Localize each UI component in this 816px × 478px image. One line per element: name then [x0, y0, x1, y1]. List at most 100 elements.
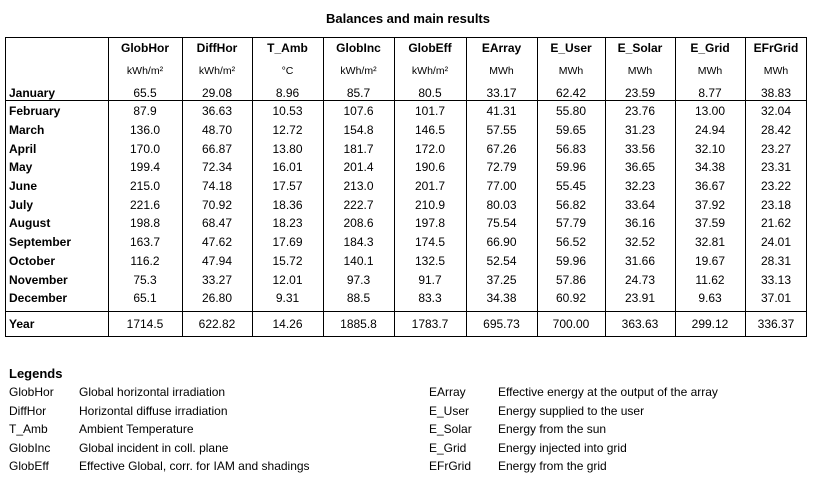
table-cell: 33.13: [760, 272, 792, 287]
row-label: September: [9, 235, 72, 250]
legends-title: Legends: [9, 366, 63, 381]
table-cell: 222.7: [343, 197, 374, 212]
table-cell: 170.0: [129, 141, 161, 156]
table-cell: 9.63: [698, 291, 722, 306]
table-cell: 23.31: [760, 160, 792, 175]
column-header: T_Amb: [267, 41, 308, 55]
table-cell: 85.7: [346, 85, 371, 100]
row-label: June: [9, 179, 38, 193]
total-cell: 299.12: [691, 317, 729, 331]
table-cell: 80.03: [486, 197, 517, 212]
row-label: May: [9, 160, 33, 175]
legend-abbr: EArray: [429, 385, 466, 399]
table-cell: 140.1: [343, 253, 374, 268]
table-cell: 83.3: [418, 291, 442, 306]
table-cell: 12.72: [272, 122, 303, 137]
column-unit: kWh/m²: [198, 65, 236, 77]
row-label: March: [9, 122, 45, 137]
legend-abbr: GlobInc: [9, 440, 51, 455]
legend-desc: Effective energy at the output of the ar…: [498, 385, 718, 399]
table-cell: 34.38: [486, 291, 517, 306]
table-cell: 8.96: [275, 85, 300, 100]
table-cell: 75.54: [486, 216, 517, 231]
table-cell: 33.17: [486, 85, 517, 100]
table-cell: 208.6: [343, 216, 374, 231]
total-cell: 695.73: [483, 317, 520, 331]
results-table: GlobHor kWh/m² DiffHor kWh/m² T_Amb °C GlobInc…: [5, 37, 807, 337]
total-cell: 1783.7: [411, 317, 449, 331]
column-header: EArray: [481, 41, 522, 55]
column-unit: MWh: [489, 65, 514, 77]
table-cell: 33.64: [624, 197, 656, 212]
table-cell: 181.7: [343, 141, 374, 156]
legend-abbr: GlobEff: [9, 459, 49, 473]
legend-abbr: E_Solar: [429, 422, 472, 436]
column-unit: °C: [281, 65, 294, 77]
table-cell: 55.80: [555, 104, 587, 119]
table-cell: 32.04: [760, 104, 792, 119]
table-cell: 88.5: [346, 291, 371, 306]
total-label: Year: [9, 317, 35, 331]
total-cell: 1714.5: [126, 317, 164, 331]
table-cell: 56.52: [555, 235, 587, 250]
table-cell: 41.31: [486, 104, 517, 119]
table-cell: 9.31: [275, 291, 300, 306]
table-cell: 37.59: [694, 216, 726, 231]
legend-desc: Global horizontal irradiation: [79, 385, 226, 399]
table-cell: 48.70: [201, 122, 233, 137]
table-cell: 201.7: [414, 179, 446, 193]
column-header: DiffHor: [196, 41, 238, 55]
table-cell: 72.34: [201, 160, 233, 175]
legend-abbr: E_Grid: [429, 440, 467, 455]
table-cell: 18.36: [272, 197, 303, 212]
table-cell: 37.92: [694, 197, 726, 212]
table-cell: 201.4: [343, 160, 374, 175]
column-divider: [745, 38, 746, 336]
table-cell: 97.3: [346, 272, 371, 287]
row-label: July: [9, 197, 34, 212]
table-cell: 23.76: [624, 104, 656, 119]
row-label: January: [9, 85, 56, 100]
table-cell: 21.62: [760, 216, 792, 231]
column-header: GlobEff: [408, 41, 452, 55]
table-cell: 70.92: [201, 197, 233, 212]
page-title: Balances and main results: [325, 11, 490, 26]
total-cell: 363.63: [621, 317, 659, 331]
legend-desc: Ambient Temperature: [79, 422, 194, 436]
table-cell: 24.01: [760, 235, 792, 250]
column-unit: kWh/m²: [411, 65, 449, 77]
table-cell: 199.4: [129, 160, 161, 175]
table-cell: 55.45: [555, 179, 587, 193]
table-cell: 17.57: [272, 179, 303, 193]
table-cell: 52.54: [486, 253, 517, 268]
column-unit: MWh: [627, 65, 653, 77]
column-unit: kWh/m²: [126, 65, 164, 77]
table-cell: 12.01: [272, 272, 303, 287]
table-cell: 215.0: [129, 179, 161, 193]
table-cell: 132.5: [414, 253, 446, 268]
table-cell: 60.92: [555, 291, 587, 306]
table-cell: 23.18: [760, 197, 792, 212]
table-cell: 32.81: [694, 235, 726, 250]
table-cell: 32.52: [624, 235, 656, 250]
table-cell: 80.5: [418, 85, 442, 100]
table-cell: 74.18: [201, 179, 233, 193]
table-cell: 28.42: [760, 122, 792, 137]
table-cell: 13.00: [694, 104, 726, 119]
column-divider: [323, 38, 324, 336]
table-cell: 32.23: [624, 179, 656, 193]
table-cell: 210.9: [414, 197, 446, 212]
total-cell: 622.82: [198, 317, 236, 331]
table-cell: 59.65: [555, 122, 587, 137]
table-cell: 116.2: [130, 253, 160, 268]
table-cell: 62.42: [555, 85, 587, 100]
table-cell: 184.3: [343, 235, 374, 250]
row-divider: [6, 100, 806, 101]
table-cell: 16.01: [272, 160, 303, 175]
total-cell: 1885.8: [340, 317, 377, 331]
table-cell: 15.72: [272, 253, 303, 268]
column-header: E_Grid: [690, 41, 730, 55]
table-cell: 28.31: [760, 253, 792, 268]
column-divider: [108, 38, 109, 336]
table-cell: 197.8: [414, 216, 446, 231]
